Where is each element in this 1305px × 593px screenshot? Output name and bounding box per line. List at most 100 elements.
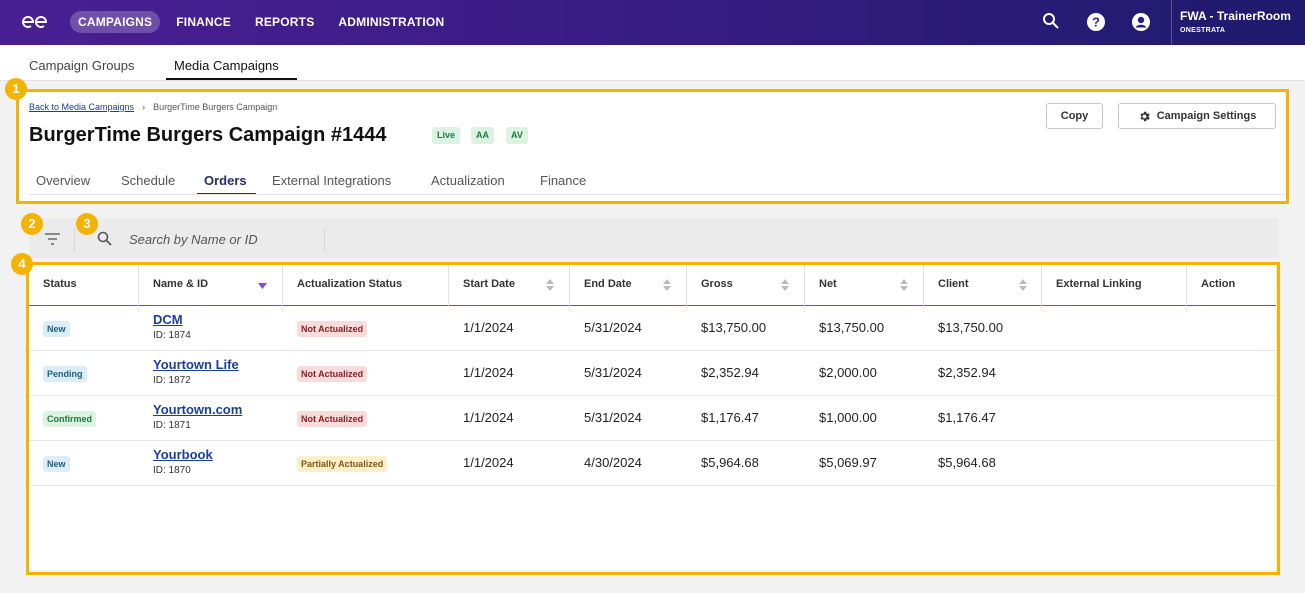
- filter-icon[interactable]: [44, 232, 61, 246]
- sort-icon[interactable]: [900, 279, 908, 291]
- callout-marker-3: 3: [76, 213, 98, 235]
- table-row[interactable]: New Yourbook ID: 1870 Partially Actualiz…: [29, 441, 1276, 486]
- actualization-badge: Not Actualized: [297, 366, 368, 382]
- start-date: 1/1/2024: [463, 320, 514, 335]
- end-date: 5/31/2024: [584, 320, 642, 335]
- live-badge: Live: [432, 127, 461, 144]
- tab-media-campaigns[interactable]: Media Campaigns: [174, 58, 279, 73]
- column-net[interactable]: Net: [819, 278, 837, 290]
- orders-table: Status Name & ID Actualization Status St…: [29, 264, 1276, 570]
- status-badge: New: [43, 321, 70, 337]
- end-date: 4/30/2024: [584, 455, 642, 470]
- table-row[interactable]: New DCM ID: 1874 Not Actualized 1/1/2024…: [29, 306, 1276, 351]
- column-gross[interactable]: Gross: [701, 278, 733, 290]
- av-badge: AV: [506, 127, 528, 144]
- sort-icon[interactable]: [781, 279, 789, 291]
- status-badge: Confirmed: [43, 411, 96, 427]
- tab-orders[interactable]: Orders: [204, 173, 247, 188]
- order-id: ID: 1871: [153, 420, 191, 431]
- column-name-id[interactable]: Name & ID: [153, 278, 209, 290]
- start-date: 1/1/2024: [463, 365, 514, 380]
- column-end-date[interactable]: End Date: [584, 278, 632, 290]
- gear-icon: [1140, 111, 1150, 121]
- order-name-link[interactable]: Yourtown Life: [153, 357, 239, 372]
- toolbar-separator: [74, 228, 75, 252]
- page-title: BurgerTime Burgers Campaign #1444: [29, 124, 387, 146]
- table-row[interactable]: Pending Yourtown Life ID: 1872 Not Actua…: [29, 351, 1276, 396]
- order-name-link[interactable]: Yourbook: [153, 447, 213, 462]
- svg-text:?: ?: [1092, 15, 1100, 30]
- status-badge: New: [43, 456, 70, 472]
- actualization-badge: Not Actualized: [297, 411, 368, 427]
- copy-button[interactable]: Copy: [1046, 103, 1103, 129]
- tab-finance[interactable]: Finance: [540, 173, 587, 188]
- search-icon[interactable]: [1042, 12, 1060, 30]
- aa-badge: AA: [471, 127, 494, 144]
- help-icon[interactable]: ?: [1086, 12, 1106, 32]
- tab-overview[interactable]: Overview: [36, 173, 91, 188]
- callout-marker-1: 1: [5, 78, 27, 100]
- column-action: Action: [1201, 278, 1236, 290]
- column-start-date[interactable]: Start Date: [463, 278, 515, 290]
- nav-campaigns[interactable]: CAMPAIGNS: [70, 11, 161, 33]
- order-id: ID: 1874: [153, 330, 191, 341]
- order-name-link[interactable]: Yourtown.com: [153, 402, 243, 417]
- campaign-settings-button[interactable]: Campaign Settings: [1118, 103, 1276, 129]
- gross-amount: $2,352.94: [701, 365, 759, 380]
- logo-icon[interactable]: [20, 12, 50, 32]
- actualization-badge: Partially Actualized: [297, 456, 388, 472]
- breadcrumb-separator: ›: [142, 102, 146, 112]
- net-amount: $13,750.00: [819, 320, 885, 335]
- table-header: Status Name & ID Actualization Status St…: [29, 264, 1276, 306]
- campaign-settings-label: Campaign Settings: [1156, 110, 1257, 122]
- search-input[interactable]: Search by Name or ID: [129, 232, 258, 247]
- tab-external-integrations[interactable]: External Integrations: [272, 173, 392, 188]
- copy-button-label: Copy: [1060, 110, 1089, 122]
- order-id: ID: 1872: [153, 375, 191, 386]
- column-divider: [448, 264, 449, 306]
- toolbar-separator: [324, 228, 325, 252]
- net-amount: $2,000.00: [819, 365, 877, 380]
- client-amount: $5,964.68: [938, 455, 996, 470]
- tab-campaign-groups[interactable]: Campaign Groups: [29, 58, 135, 73]
- client-amount: $1,176.47: [938, 410, 996, 425]
- column-client[interactable]: Client: [938, 278, 969, 290]
- back-to-media-campaigns-link[interactable]: Back to Media Campaigns: [29, 102, 135, 112]
- column-status[interactable]: Status: [43, 278, 77, 290]
- highlight-box-table: [26, 262, 1280, 575]
- gross-amount: $1,176.47: [701, 410, 759, 425]
- end-date: 5/31/2024: [584, 410, 642, 425]
- campaign-subtabs: Campaign Groups Media Campaigns: [0, 45, 1305, 81]
- sort-icon[interactable]: [1019, 279, 1027, 291]
- nav-finance[interactable]: FINANCE: [176, 15, 231, 29]
- callout-marker-4: 4: [11, 253, 33, 275]
- column-divider: [686, 264, 687, 306]
- column-divider: [804, 264, 805, 306]
- sort-icon[interactable]: [546, 279, 554, 291]
- table-row[interactable]: Confirmed Yourtown.com ID: 1871 Not Actu…: [29, 396, 1276, 441]
- sort-desc-icon[interactable]: [258, 283, 267, 289]
- column-divider: [1041, 264, 1042, 306]
- actualization-badge: Not Actualized: [297, 321, 368, 337]
- order-name-link[interactable]: DCM: [153, 312, 183, 327]
- breadcrumb: Back to Media Campaigns › BurgerTime Bur…: [29, 102, 277, 112]
- account-icon[interactable]: [1131, 12, 1151, 32]
- search-icon: [97, 231, 112, 246]
- main-nav: CAMPAIGNS FINANCE REPORTS ADMINISTRATION: [70, 11, 452, 33]
- column-divider: [1186, 264, 1187, 306]
- client-amount: $2,352.94: [938, 365, 996, 380]
- tab-actualization[interactable]: Actualization: [431, 173, 505, 188]
- user-name: FWA - TrainerRoom: [1180, 9, 1291, 23]
- user-account-menu[interactable]: FWA - TrainerRoom ONESTRATA: [1171, 0, 1305, 45]
- end-date: 5/31/2024: [584, 365, 642, 380]
- start-date: 1/1/2024: [463, 410, 514, 425]
- column-actualization-status[interactable]: Actualization Status: [297, 278, 403, 290]
- tab-schedule[interactable]: Schedule: [121, 173, 176, 188]
- sort-icon[interactable]: [663, 279, 671, 291]
- user-organization: ONESTRATA: [1180, 27, 1226, 34]
- nav-reports[interactable]: REPORTS: [254, 15, 315, 29]
- page-bottom: [0, 576, 1305, 593]
- column-divider: [569, 264, 570, 306]
- column-divider: [138, 264, 139, 306]
- nav-administration[interactable]: ADMINISTRATION: [338, 15, 445, 29]
